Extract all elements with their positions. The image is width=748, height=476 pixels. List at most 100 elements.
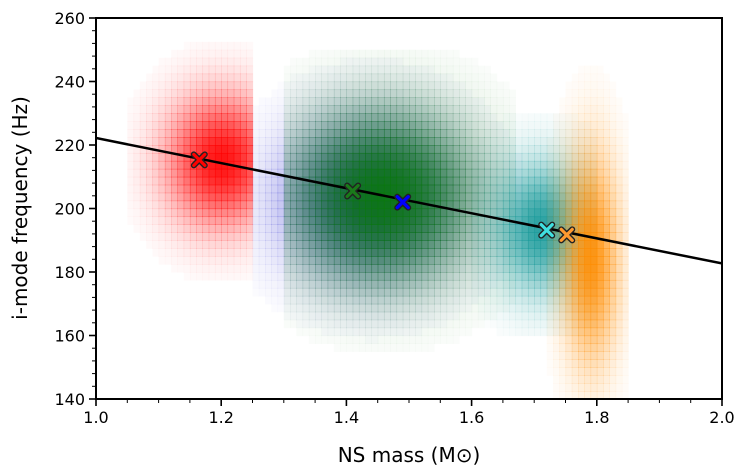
heat-cell xyxy=(127,160,135,170)
heat-cell xyxy=(546,176,554,186)
heat-cell xyxy=(496,232,504,241)
heat-cell xyxy=(502,248,510,257)
heat-cell xyxy=(290,232,297,241)
heat-cell xyxy=(547,137,554,146)
heat-cell xyxy=(459,168,466,178)
heat-cell xyxy=(164,137,172,146)
heat-cell xyxy=(302,272,310,281)
heat-cell xyxy=(340,97,347,106)
heat-cell xyxy=(183,73,191,83)
heat-cell xyxy=(365,192,373,202)
heat-cell xyxy=(246,176,254,186)
heat-cell xyxy=(208,121,216,130)
heat-cell xyxy=(584,335,592,345)
heat-cell xyxy=(446,176,454,186)
heat-cell xyxy=(415,279,423,289)
heat-cell xyxy=(578,113,585,122)
heat-cell xyxy=(340,287,347,297)
heat-cell xyxy=(290,295,297,305)
heat-cell xyxy=(159,248,166,257)
heat-cell xyxy=(296,248,304,257)
heat-cell xyxy=(221,208,229,218)
heat-cell xyxy=(315,145,322,154)
heat-cell xyxy=(434,50,441,59)
heat-cell xyxy=(477,184,485,194)
heat-cell xyxy=(534,256,542,265)
heat-cell xyxy=(477,216,485,225)
heat-cell xyxy=(615,383,623,392)
heat-cell xyxy=(552,200,560,210)
heat-cell xyxy=(440,287,448,297)
heat-cell xyxy=(346,287,354,297)
heat-cell xyxy=(340,192,347,202)
heat-cell xyxy=(233,81,241,91)
heat-cell xyxy=(509,256,517,265)
heat-cell xyxy=(446,256,454,265)
heat-cell xyxy=(146,224,153,233)
heat-cell xyxy=(622,383,629,392)
heat-cell xyxy=(509,192,517,202)
heat-cell xyxy=(346,303,354,313)
heat-cell xyxy=(521,184,529,194)
heat-cell xyxy=(371,73,379,83)
heat-cell xyxy=(415,121,423,130)
heat-cell xyxy=(584,66,591,75)
heat-cell xyxy=(346,121,354,130)
heat-cell xyxy=(509,327,517,337)
heat-cell xyxy=(214,184,222,194)
heat-cell xyxy=(340,208,347,218)
heat-cell xyxy=(459,303,466,313)
heat-cell xyxy=(296,152,304,162)
heat-cell xyxy=(427,224,435,233)
heat-cell xyxy=(477,145,485,154)
heat-cell xyxy=(302,137,310,146)
heat-cell xyxy=(496,232,504,241)
heat-cell xyxy=(622,375,629,384)
heat-cell xyxy=(515,208,523,218)
heat-cell xyxy=(440,208,448,218)
heat-cell xyxy=(258,121,266,130)
heat-cell xyxy=(396,113,404,122)
heat-cell xyxy=(189,57,197,67)
heat-cell xyxy=(452,176,460,186)
heat-cell xyxy=(465,113,473,122)
heat-cell xyxy=(452,113,460,122)
heat-cell xyxy=(227,208,235,218)
heat-cell xyxy=(553,113,560,122)
heat-cell xyxy=(352,272,360,281)
heat-cell xyxy=(596,184,604,194)
heat-cell xyxy=(559,311,567,321)
heat-cell xyxy=(265,240,272,249)
heat-cell xyxy=(290,312,297,321)
heat-cell xyxy=(259,113,266,122)
heat-cell xyxy=(265,296,272,305)
heat-cell xyxy=(440,272,448,281)
heat-cell xyxy=(152,216,160,225)
heat-cell xyxy=(383,272,391,281)
heat-cell xyxy=(496,152,504,162)
heat-cell xyxy=(472,153,479,162)
heat-cell xyxy=(327,200,335,210)
heat-cell xyxy=(271,216,279,225)
heat-cell xyxy=(409,160,416,170)
heat-cell xyxy=(609,82,616,91)
heat-cell xyxy=(333,295,341,305)
heat-cell xyxy=(265,279,272,289)
heat-cell xyxy=(383,73,391,83)
heat-cell xyxy=(308,272,316,281)
heat-cell xyxy=(527,113,535,122)
heat-cell xyxy=(578,74,585,83)
heat-cell xyxy=(164,168,172,178)
heat-cell xyxy=(383,89,391,98)
heat-cell xyxy=(346,73,354,83)
heat-cell xyxy=(427,192,435,202)
heat-cell xyxy=(571,335,579,345)
heat-cell xyxy=(496,160,504,170)
heat-cell xyxy=(340,264,347,273)
heat-cell xyxy=(590,200,598,210)
heat-cell xyxy=(440,50,447,59)
heat-cell xyxy=(540,152,548,162)
heat-cell xyxy=(346,303,354,313)
heat-cell xyxy=(302,184,310,194)
heat-cell xyxy=(434,73,441,83)
